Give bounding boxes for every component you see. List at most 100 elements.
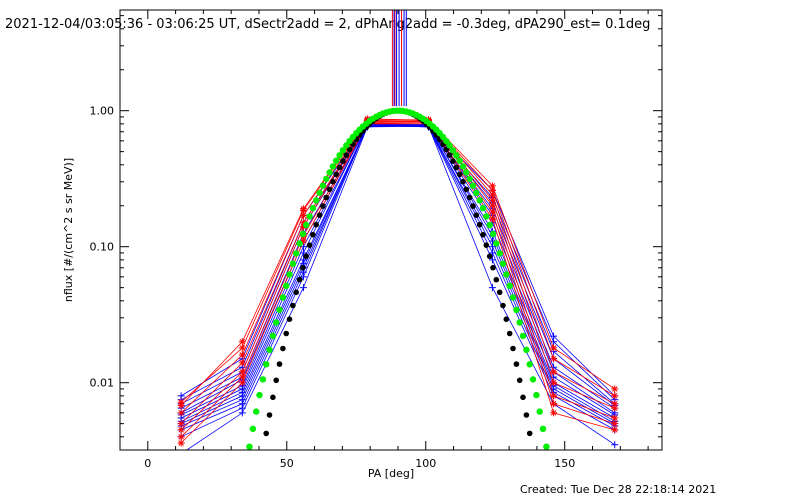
red-series-point-6-0 (177, 439, 185, 447)
black-fit-dot-71 (496, 289, 503, 296)
black-fit-dot-60 (460, 178, 466, 185)
black-fit-dot-64 (473, 212, 480, 218)
red-series-point-4-5 (488, 202, 496, 210)
green-fit-dot-66 (466, 175, 473, 183)
red-series-point-5-0 (177, 433, 185, 441)
green-fit-dot-15 (296, 240, 303, 247)
black-fit-dot-65 (476, 221, 483, 228)
green-fit-dot-70 (479, 204, 487, 212)
green-fit-dot-28 (339, 147, 347, 154)
green-fit-dot-73 (489, 230, 497, 238)
green-fit-dot-62 (453, 152, 460, 159)
green-fit-dot-9 (276, 306, 283, 313)
green-fit-dot-67 (469, 182, 477, 189)
black-fit-dot-6 (280, 345, 286, 352)
green-fit-dot-27 (336, 152, 343, 159)
red-series-point-5-6 (550, 400, 558, 408)
black-fit-dot-80 (526, 430, 533, 437)
green-fit-dot-61 (449, 147, 457, 154)
green-fit-dot-1 (249, 425, 257, 432)
black-fit-dot-21 (330, 178, 336, 185)
green-fit-dot-3 (256, 391, 263, 399)
x-tick-label-3: 150 (554, 457, 575, 470)
black-fit-dot-62 (466, 194, 473, 201)
red-series-line-2 (180, 120, 615, 414)
black-fit-dot-73 (503, 316, 510, 323)
green-fit-dot-20 (313, 197, 320, 204)
green-fit-dot-89 (543, 443, 550, 450)
red-series-point-1-2 (299, 205, 307, 213)
green-fit-dot-79 (509, 294, 517, 301)
x-tick-label-1: 50 (280, 457, 294, 470)
red-series-point-5-5 (488, 208, 496, 216)
red-series-point-1-1 (238, 338, 246, 346)
green-fit-dot-69 (476, 197, 483, 204)
black-fit-dot-75 (510, 345, 516, 352)
green-fit-dot-16 (299, 230, 307, 238)
black-fit-dot-5 (276, 361, 283, 367)
red-series-point-2-2 (299, 211, 307, 219)
axes: 0 50 100 150 0.01 0.10 1.00 (90, 10, 662, 470)
red-series-point-6-1 (238, 379, 246, 387)
x-axis-label: PA [deg] (368, 467, 414, 480)
black-fit-dot-57 (450, 158, 456, 164)
black-fit-dot-25 (343, 152, 350, 158)
black-fit-dot-1 (263, 430, 270, 437)
blue-series-point-12-2 (299, 284, 307, 292)
red-series-point-0-5 (488, 182, 496, 190)
green-fit-dot-60 (446, 142, 453, 149)
black-fit-dot-23 (336, 164, 343, 171)
red-series-line-3 (180, 122, 615, 424)
red-series-line-5 (180, 122, 615, 438)
chart-title: 2021-12-04/03:05:36 - 03:06:25 UT, dSect… (5, 17, 650, 32)
black-fit-dot-19 (323, 194, 330, 201)
blue-series-line-10 (180, 124, 615, 431)
plot-frame (119, 9, 663, 451)
black-fit-dot-70 (493, 276, 500, 283)
red-series-point-1-6 (550, 355, 558, 363)
green-fit-dot-72 (486, 221, 493, 229)
blue-series-line-1 (180, 124, 615, 401)
green-fit-dot-7 (269, 332, 277, 340)
green-fit-dot-83 (523, 346, 530, 353)
black-fit-dot-68 (486, 253, 493, 259)
red-series-point-1-0 (177, 401, 185, 409)
green-fit-dot-80 (513, 306, 520, 313)
red-series-point-2-1 (238, 351, 246, 359)
green-fit-dot-75 (496, 250, 503, 257)
black-fit-dot-10 (293, 289, 300, 296)
black-fit-dot-20 (326, 186, 333, 193)
green-fit-dot-5 (263, 361, 270, 368)
blue-series-point-11-5 (488, 256, 496, 264)
black-fit-dot-69 (490, 264, 496, 271)
green-fit-dot-24 (326, 169, 333, 176)
y-axis-label: nflux [#/(cm^2 s sr MeV)] (62, 158, 75, 302)
green-fit-dot-18 (306, 213, 313, 220)
y-tick-label-0: 0.01 (90, 377, 115, 390)
black-fit-dot-13 (303, 253, 310, 259)
blue-series-point-12-1 (238, 409, 246, 417)
blue-series-line-12 (186, 125, 615, 450)
green-fit-dot-14 (293, 250, 300, 257)
green-fit-dot-71 (483, 213, 490, 220)
x-tick-label-2: 100 (415, 457, 436, 470)
green-fit-dot-88 (539, 425, 547, 432)
green-fit-dot-78 (506, 282, 513, 289)
red-series-point-0-7 (611, 385, 619, 393)
green-fit-dot-17 (303, 221, 310, 229)
red-series-point-2-0 (177, 409, 185, 417)
black-fit-dot-24 (340, 158, 346, 164)
green-fit-dot-19 (309, 204, 317, 212)
blue-series-point-12-0 (178, 450, 185, 457)
x-tick-label-0: 0 (144, 457, 151, 470)
red-series-line-1 (180, 118, 615, 406)
green-fit-dot-10 (279, 294, 287, 301)
red-series-point-3-0 (177, 420, 185, 428)
green-fit-dot-84 (526, 361, 533, 368)
blue-series-point-12-5 (488, 284, 496, 292)
black-fit-dot-63 (470, 203, 476, 209)
green-fit-dot-68 (473, 189, 480, 196)
created-timestamp: Created: Tue Dec 28 22:18:14 2021 (520, 483, 716, 496)
blue-series-point-6-2 (299, 249, 307, 257)
